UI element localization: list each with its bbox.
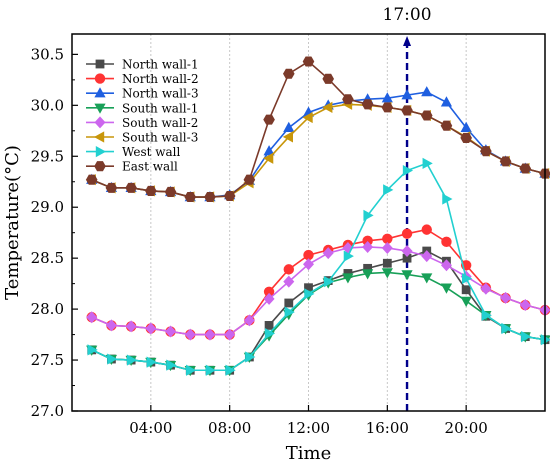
- y-tick-label: 29.5: [31, 147, 64, 165]
- legend-label-west-wall: West wall: [122, 145, 181, 159]
- series-line-west-wall: [92, 163, 545, 370]
- data-point-south-wall-1: [421, 273, 432, 283]
- data-point-south-wall-2: [165, 326, 176, 338]
- x-tick-label: 12:00: [287, 419, 330, 437]
- x-tick-label: 04:00: [129, 419, 172, 437]
- data-point-north-wall-2: [441, 237, 451, 247]
- data-point-south-wall-2: [86, 311, 97, 323]
- legend-label-south-wall-2: South wall-2: [122, 116, 198, 130]
- legend-label-north-wall-2: North wall-2: [122, 72, 199, 86]
- data-point-north-wall-3: [441, 96, 452, 106]
- legend-marker-west-wall: [96, 146, 106, 157]
- data-point-north-wall-3: [421, 86, 432, 96]
- y-tick-label: 30.0: [31, 96, 64, 114]
- series-south-wall-2: [86, 241, 550, 341]
- data-point-east-wall: [263, 115, 275, 125]
- y-tick-label: 28.5: [31, 249, 64, 267]
- data-point-south-wall-1: [461, 297, 472, 307]
- data-point-north-wall-2: [422, 224, 432, 234]
- legend-label-east-wall: East wall: [122, 160, 178, 174]
- x-axis-title: Time: [286, 443, 331, 464]
- legend-marker-south-wall-2: [95, 116, 106, 128]
- data-point-north-wall-3: [283, 122, 294, 132]
- data-point-south-wall-2: [204, 329, 215, 341]
- annotation-label: 17:00: [383, 5, 432, 25]
- legend-label-north-wall-1: North wall-1: [122, 58, 199, 72]
- data-point-south-wall-2: [382, 242, 393, 254]
- annotation-arrowhead: [403, 36, 411, 46]
- data-point-south-wall-2: [126, 320, 137, 332]
- y-tick-label: 28.0: [31, 300, 64, 318]
- legend-marker-north-wall-1: [96, 60, 105, 69]
- data-point-north-wall-1: [383, 259, 392, 268]
- data-point-south-wall-2: [520, 299, 531, 311]
- legend-label-north-wall-3: North wall-3: [122, 87, 199, 101]
- y-tick-label: 27.0: [31, 402, 64, 420]
- legend-marker-south-wall-3: [94, 131, 104, 142]
- legend-marker-south-wall-1: [94, 104, 105, 114]
- y-tick-label: 30.5: [31, 45, 64, 63]
- data-point-north-wall-1: [462, 285, 471, 294]
- data-point-south-wall-2: [224, 329, 235, 341]
- legend-label-south-wall-1: South wall-1: [122, 101, 198, 115]
- annotation-layer: 17:00: [383, 5, 432, 411]
- legend-label-south-wall-3: South wall-3: [122, 131, 198, 145]
- data-point-west-wall: [423, 158, 433, 169]
- data-point-north-wall-2: [284, 264, 294, 274]
- legend-marker-east-wall: [94, 161, 106, 171]
- data-point-south-wall-2: [106, 319, 117, 331]
- data-point-north-wall-1: [284, 299, 293, 308]
- data-point-south-wall-2: [500, 292, 511, 304]
- data-point-east-wall: [283, 69, 295, 79]
- series-line-north-wall-1: [92, 251, 545, 370]
- x-tick-label: 16:00: [366, 419, 409, 437]
- data-point-south-wall-2: [145, 322, 156, 334]
- y-tick-label: 29.0: [31, 198, 64, 216]
- data-point-north-wall-1: [265, 321, 274, 330]
- series-north-wall-2: [87, 224, 550, 339]
- series-line-south-wall-2: [92, 247, 545, 335]
- legend-marker-north-wall-3: [94, 87, 105, 97]
- x-tick-label: 20:00: [445, 419, 488, 437]
- data-point-south-wall-2: [185, 329, 196, 341]
- x-tick-label: 08:00: [208, 419, 251, 437]
- data-point-north-wall-2: [402, 229, 412, 239]
- legend-marker-north-wall-2: [95, 73, 105, 83]
- y-tick-label: 27.5: [31, 351, 64, 369]
- data-point-south-wall-1: [441, 284, 452, 294]
- series-line-north-wall-2: [92, 230, 545, 335]
- y-axis-title: Temperature(°C): [2, 145, 23, 300]
- data-point-west-wall: [363, 210, 373, 221]
